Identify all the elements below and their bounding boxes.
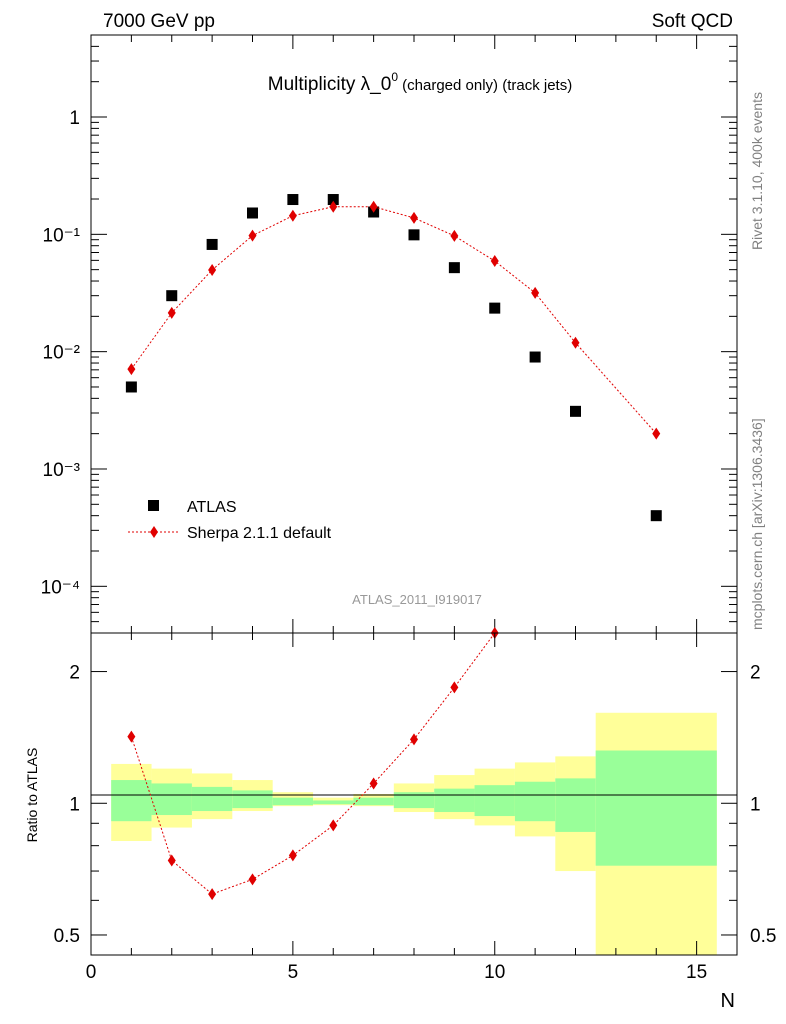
atlas-data-point (570, 405, 581, 417)
ratio-sherpa-point (329, 819, 338, 832)
ratio-sherpa-point (208, 888, 217, 901)
ratio-y-axis-label: Ratio to ATLAS (24, 748, 40, 843)
atlas-data-point (247, 207, 258, 219)
legend-sherpa-label: Sherpa 2.1.1 default (187, 525, 332, 542)
atlas-data-point (448, 262, 460, 274)
chart-title: Multiplicity λ_00 (charged only) (track … (268, 70, 572, 95)
sherpa-data-point (571, 336, 580, 349)
sherpa-data-point (369, 200, 378, 213)
sherpa-data-point (410, 211, 418, 224)
ratio-y-tick-label-left: 2 (69, 663, 80, 684)
main-y-tick-label: 10⁻¹ (43, 225, 81, 246)
ratio-sherpa-point (167, 854, 176, 867)
main-y-tick-label: 10⁻³ (43, 460, 81, 481)
analysis-watermark: ATLAS_2011_I919017 (352, 592, 482, 607)
ratio-y-tick-label-right: 2 (750, 663, 761, 684)
main-y-tick-labels: 10⁻⁴ 10⁻³ 10⁻² 10⁻¹ 1 (41, 108, 80, 598)
ratio-sherpa-point (410, 733, 418, 746)
header-energy-label: 7000 GeV pp (103, 11, 215, 32)
sherpa-data-point (531, 286, 540, 299)
header-category-label: Soft QCD (652, 11, 733, 32)
ratio-y-tick-label-right: 1 (750, 794, 761, 815)
sherpa-data-point (288, 209, 297, 222)
atlas-data-point (650, 510, 662, 522)
ratio-inner-band (151, 783, 192, 816)
ratio-inner-band (353, 797, 394, 806)
x-tick-label: 0 (86, 962, 97, 983)
main-y-tick-label: 10⁻⁴ (41, 577, 80, 598)
ratio-y-tick-labels: 0.5 0.5 1 1 2 2 (54, 663, 777, 947)
ratio-inner-band (474, 785, 515, 817)
legend-atlas-label: ATLAS (187, 499, 237, 516)
atlas-data-point (287, 194, 299, 206)
ratio-sherpa-point (450, 681, 459, 694)
atlas-data-point (489, 302, 501, 314)
legend-atlas-marker (148, 500, 159, 511)
sherpa-data-point (208, 263, 217, 276)
x-tick-label: 15 (686, 962, 707, 983)
ratio-sherpa-point (369, 777, 378, 790)
legend: ATLAS Sherpa 2.1.1 default (128, 499, 332, 542)
ratio-inner-band (272, 797, 314, 806)
chart-title-tail: (charged only) (track jets) (398, 77, 572, 94)
chart-title-main: Multiplicity λ_0 (268, 74, 392, 95)
ratio-y-tick-label-left: 1 (69, 794, 80, 815)
main-axis-ticks (90, 34, 738, 634)
sherpa-data-point (127, 363, 136, 376)
atlas-data-point (166, 290, 178, 302)
rivet-version-label: Rivet 3.1.10, 400k events (749, 92, 765, 250)
ratio-inner-band (434, 788, 475, 813)
ratio-inner-band (514, 781, 556, 822)
ratio-axis-ticks (90, 633, 738, 955)
x-tick-label: 10 (484, 962, 505, 983)
ratio-inner-band (232, 790, 273, 809)
sherpa-data-point (167, 306, 176, 319)
mcplots-reference-label: mcplots.cern.ch [arXiv:1306.3436] (749, 418, 765, 630)
ratio-sherpa-point (127, 730, 136, 743)
sherpa-data-point (652, 427, 661, 440)
x-tick-label: 5 (288, 962, 299, 983)
ratio-series (127, 627, 499, 901)
main-y-tick-label: 1 (69, 108, 80, 129)
ratio-sherpa-line (130, 632, 496, 895)
ratio-sherpa-point (288, 849, 297, 862)
ratio-inner-band (191, 786, 233, 812)
ratio-inner-band (595, 750, 717, 866)
ratio-y-tick-label-left: 0.5 (54, 926, 80, 947)
sherpa-data-point (490, 255, 499, 268)
x-axis-label: N (721, 990, 735, 1012)
sherpa-data-point (450, 229, 459, 242)
sherpa-data-point (248, 229, 257, 242)
ratio-inner-band (393, 792, 435, 809)
ratio-sherpa-point (248, 873, 257, 886)
ratio-inner-band (313, 800, 354, 805)
legend-sherpa-marker (150, 526, 158, 538)
main-panel-frame (90, 34, 738, 634)
main-y-tick-label: 10⁻² (43, 343, 81, 364)
ratio-y-tick-label-right: 0.5 (750, 926, 776, 947)
atlas-data-point (408, 229, 420, 241)
atlas-data-point (125, 381, 137, 393)
ratio-panel: 0.5 0.5 1 1 2 2 0 5 10 15 Ratio to ATLAS N (24, 627, 776, 1012)
atlas-data-point (529, 351, 541, 363)
chart-title-superscript: 0 (391, 70, 398, 84)
main-series (125, 194, 662, 522)
main-panel: 10⁻⁴ 10⁻³ 10⁻² 10⁻¹ 1 Multiplicity λ_00 (cha… (41, 34, 738, 634)
x-tick-labels: 0 5 10 15 (86, 962, 707, 983)
atlas-data-point (206, 238, 218, 250)
atlas-data-point (327, 194, 339, 206)
ratio-inner-band (111, 780, 152, 822)
ratio-inner-band (555, 778, 596, 832)
ratio-uncertainty-bands (111, 712, 717, 955)
sherpa-data-point (329, 200, 338, 213)
